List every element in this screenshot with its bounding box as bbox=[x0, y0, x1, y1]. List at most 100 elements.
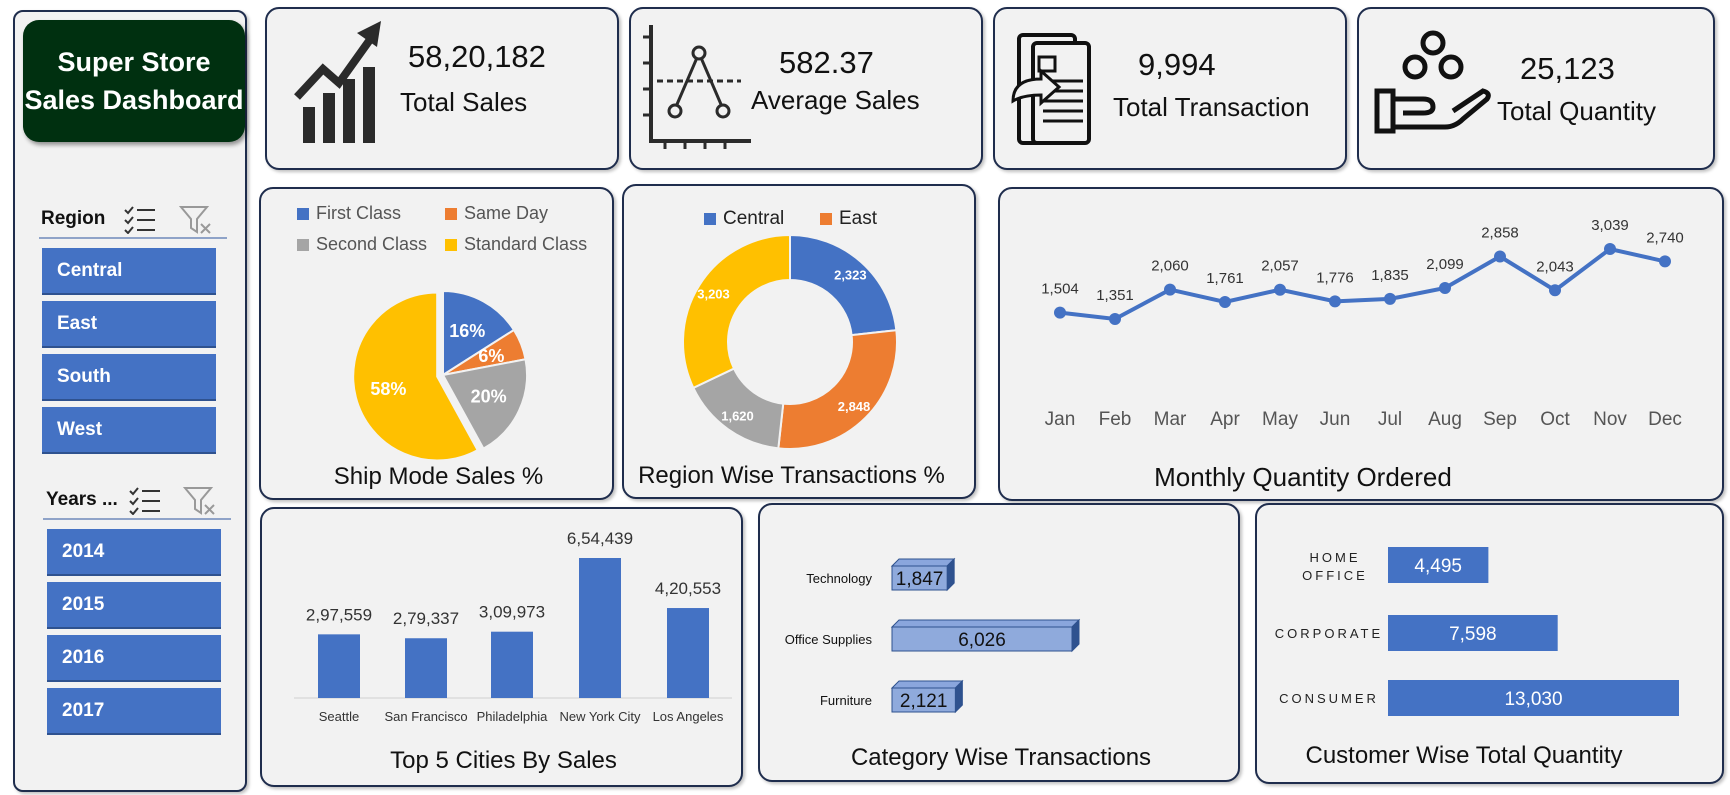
clear-filter-icon[interactable] bbox=[178, 204, 213, 241]
monthly-data-label: 2,057 bbox=[1261, 258, 1299, 275]
year-item-2016[interactable]: 2016 bbox=[47, 635, 221, 682]
dashboard-title: Super Store Sales Dashboard bbox=[23, 20, 245, 142]
monthly-data-label: 1,761 bbox=[1206, 270, 1244, 287]
average-sales-label: Average Sales bbox=[751, 85, 920, 115]
monthly-title: Monthly Quantity Ordered bbox=[1154, 462, 1452, 492]
donut-segment bbox=[682, 233, 791, 390]
month-tick-label: May bbox=[1262, 409, 1298, 430]
monthly-data-label: 2,060 bbox=[1151, 258, 1189, 275]
pie-slice-first-class bbox=[442, 289, 516, 377]
monthly-point bbox=[1054, 306, 1066, 319]
pie-data-label: 20% bbox=[471, 386, 507, 406]
donut-data-label: 3,203 bbox=[697, 287, 730, 302]
customer-bar bbox=[1388, 547, 1489, 583]
customer-data-label: 7,598 bbox=[1449, 624, 1497, 645]
city-data-label: 6,54,439 bbox=[567, 529, 633, 548]
monthly-data-label: 2,858 bbox=[1481, 225, 1519, 242]
donut-data-label: 1,620 bbox=[721, 409, 754, 424]
region-item-east[interactable]: East bbox=[42, 301, 216, 348]
month-tick-label: Feb bbox=[1099, 409, 1132, 430]
chart-growth-icon bbox=[293, 17, 389, 152]
category-bar bbox=[891, 626, 1073, 652]
customer-bar bbox=[1388, 680, 1679, 716]
customer-title: Customer Wise Total Quantity bbox=[1305, 742, 1623, 769]
city-tick-label: Los Angeles bbox=[653, 709, 724, 724]
sidebar-panel: Super Store Sales Dashboard Region Centr… bbox=[13, 10, 247, 792]
category-title: Category Wise Transactions bbox=[850, 744, 1152, 771]
monthly-point bbox=[1164, 283, 1176, 296]
multi-select-icon[interactable] bbox=[128, 485, 162, 520]
monthly-data-label: 1,504 bbox=[1041, 281, 1079, 298]
pie-slice-second-class bbox=[441, 358, 528, 450]
customer-bar bbox=[1388, 615, 1558, 651]
customer-tick-label: CONSUMER bbox=[1279, 691, 1379, 706]
ship-mode-title: Ship Mode Sales % bbox=[333, 463, 544, 490]
city-data-label: 3,09,973 bbox=[479, 603, 545, 622]
month-tick-label: Sep bbox=[1483, 409, 1517, 430]
category-data-label: 1,847 bbox=[896, 569, 944, 590]
category-tick-label: Office Supplies bbox=[785, 632, 873, 647]
total-sales-value: 58,20,182 bbox=[408, 39, 546, 74]
multi-select-icon[interactable] bbox=[123, 204, 157, 239]
monthly-data-label: 1,351 bbox=[1096, 287, 1134, 304]
monthly-data-label: 2,099 bbox=[1426, 256, 1464, 273]
month-tick-label: Jan bbox=[1045, 409, 1076, 430]
total-quantity-value: 25,123 bbox=[1520, 51, 1615, 86]
pie-slice-standard-class bbox=[352, 291, 480, 462]
customer-data-label: 4,495 bbox=[1414, 556, 1462, 577]
year-item-2015[interactable]: 2015 bbox=[47, 582, 221, 629]
donut-data-label: 2,848 bbox=[838, 399, 871, 414]
monthly-data-label: 1,835 bbox=[1371, 267, 1409, 284]
month-tick-label: Apr bbox=[1210, 409, 1240, 430]
region-title: Region Wise Transactions % bbox=[638, 462, 945, 489]
kpi-average-sales: 582.37 Average Sales bbox=[629, 7, 983, 170]
city-tick-label: New York City bbox=[560, 709, 641, 724]
monthly-point bbox=[1274, 283, 1286, 296]
category-bar-top bbox=[890, 619, 1081, 628]
category-bar-top bbox=[890, 680, 964, 689]
ship-mode-chart-panel: First Class Same Day Second Class Standa… bbox=[259, 187, 614, 500]
monthly-data-label: 3,039 bbox=[1591, 217, 1629, 234]
region-item-west[interactable]: West bbox=[42, 407, 216, 454]
cities-bar-chart: 2,97,559 Seattle 2,79,337 San Francisco 3,09… bbox=[294, 529, 732, 724]
monthly-point bbox=[1604, 243, 1616, 255]
monthly-point bbox=[1219, 295, 1231, 308]
customer-data-label: 13,030 bbox=[1504, 689, 1562, 710]
legend-second-class: Second Class bbox=[297, 234, 427, 255]
total-transaction-label: Total Transaction bbox=[1113, 92, 1310, 122]
month-tick-label: Nov bbox=[1593, 409, 1627, 430]
region-item-central[interactable]: Central bbox=[42, 248, 216, 295]
kpi-total-quantity: 25,123 Total Quantity bbox=[1357, 7, 1715, 170]
monthly-point bbox=[1549, 284, 1561, 297]
monthly-point bbox=[1439, 281, 1451, 294]
year-item-2014[interactable]: 2014 bbox=[47, 529, 221, 576]
month-tick-label: Jul bbox=[1378, 409, 1402, 430]
total-sales-label: Total Sales bbox=[400, 87, 528, 117]
monthly-series-line bbox=[1059, 246, 1666, 322]
region-item-south[interactable]: South bbox=[42, 354, 216, 401]
category-bar bbox=[891, 687, 956, 713]
category-bar-top bbox=[890, 558, 956, 567]
pie-data-label: 6% bbox=[478, 346, 504, 366]
customer-bar-chart: 4,495 7,598 13,030 HOME OFFICE CORPORATE CONSU… bbox=[1275, 547, 1679, 716]
total-transaction-value: 9,994 bbox=[1138, 47, 1216, 82]
kpi-total-transaction: 9,994 Total Transaction bbox=[993, 7, 1347, 170]
year-item-2017[interactable]: 2017 bbox=[47, 688, 221, 735]
category-data-label: 2,121 bbox=[900, 691, 948, 712]
monthly-data-label: 2,740 bbox=[1646, 229, 1684, 246]
average-sales-value: 582.37 bbox=[779, 45, 874, 80]
monthly-point bbox=[1659, 255, 1671, 268]
category-bar bbox=[891, 565, 948, 591]
hand-coins-icon bbox=[1373, 29, 1493, 144]
city-tick-label: Seattle bbox=[319, 709, 359, 724]
region-donut: 2,323 2,848 1,620 3,203 bbox=[682, 233, 898, 450]
clear-filter-icon[interactable] bbox=[182, 485, 217, 522]
city-bar bbox=[667, 608, 709, 698]
category-bar-chart: 1,847 Technology 6,026 Office Supplies 2,121… bbox=[785, 557, 1081, 714]
city-tick-label: San Francisco bbox=[384, 709, 467, 724]
city-bar bbox=[491, 631, 533, 698]
monthly-point bbox=[1384, 292, 1396, 305]
monthly-chart-panel: 1,504 Jan 1,351 Feb 2,060 Mar 1,761 Apr 2,057 May… bbox=[998, 187, 1724, 501]
month-tick-label: Aug bbox=[1428, 409, 1462, 430]
monthly-point bbox=[1329, 295, 1341, 308]
